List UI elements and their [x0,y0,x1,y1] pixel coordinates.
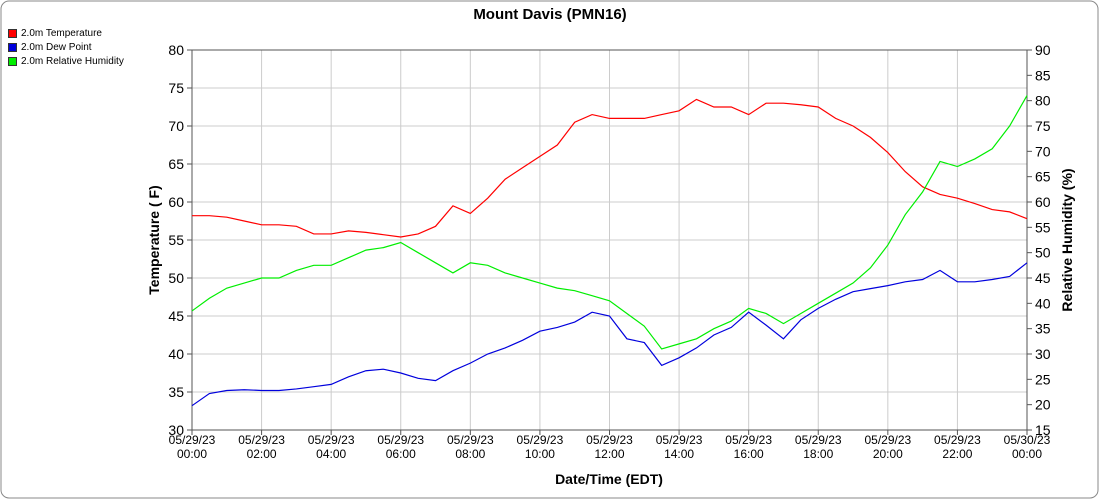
y-tick-label: 30 [168,422,184,438]
y-tick-label: 75 [168,80,184,96]
legend-entry: 2.0m Relative Humidity [8,56,124,67]
y2-tick-label: 20 [1035,397,1051,413]
x-tick-label: 05/29/23 08:00 [446,433,494,461]
y2-tick-label: 60 [1035,194,1051,210]
y-tick-label: 65 [168,156,184,172]
x-tick-label: 05/29/23 22:00 [934,433,981,461]
y-tick-label: 70 [168,118,184,134]
legend-swatch [8,29,17,38]
legend-swatch [8,57,17,66]
x-tick-label: 05/30/23 00:00 [1003,433,1051,461]
y2-tick-label: 65 [1035,169,1051,185]
x-tick-label: 05/29/23 20:00 [864,433,912,461]
y-axis-label: Temperature ( F) [146,185,162,294]
x-tick-label: 05/29/23 02:00 [238,433,285,461]
y2-tick-label: 50 [1035,245,1051,261]
legend-entry: 2.0m Temperature [8,28,102,39]
legend-label: 2.0m Temperature [21,28,102,39]
y2-tick-label: 90 [1035,42,1051,58]
y2-tick-label: 25 [1035,371,1051,387]
y2-tick-label: 35 [1035,321,1051,337]
y-tick-label: 35 [168,384,184,400]
data-line [192,98,1028,238]
legend-label: 2.0m Dew Point [21,42,92,53]
y2-tick-label: 15 [1035,422,1051,438]
chart-title: Mount Davis (PMN16) [473,6,626,23]
x-tick-label: 05/29/23 18:00 [794,433,842,461]
y2-tick-label: 70 [1035,143,1051,159]
x-tick-label: 05/29/23 04:00 [307,433,355,461]
x-tick-label: 05/29/23 00:00 [168,433,216,461]
y2-tick-label: 30 [1035,346,1051,362]
y-tick-label: 55 [168,232,184,248]
y-tick-label: 45 [168,308,184,324]
data-line [191,262,1028,407]
y2-tick-label: 55 [1035,219,1051,235]
y-tick-label: 40 [168,346,184,362]
y2-tick-label: 80 [1035,93,1051,109]
x-tick-label: 05/29/23 16:00 [725,433,773,461]
y2-tick-label: 85 [1035,67,1051,83]
x-tick-label: 05/29/23 14:00 [655,433,703,461]
legend-label: 2.0m Relative Humidity [21,56,124,67]
y2-tick-label: 40 [1035,295,1051,311]
y-tick-label: 60 [168,194,184,210]
x-tick-label: 05/29/23 10:00 [516,433,564,461]
plot-area [191,49,1028,431]
y2-axis-label: Relative Humidity (%) [1059,168,1075,311]
data-line [191,95,1028,350]
y-tick-label: 80 [168,42,184,58]
y-tick-label: 50 [168,270,184,286]
legend-swatch [8,43,17,52]
x-tick-label: 05/29/23 06:00 [377,433,425,461]
y2-tick-label: 45 [1035,270,1051,286]
x-axis-label: Date/Time (EDT) [555,471,663,487]
legend-entry: 2.0m Dew Point [8,42,92,53]
y2-tick-label: 75 [1035,118,1051,134]
x-tick-label: 05/29/23 12:00 [586,433,633,461]
